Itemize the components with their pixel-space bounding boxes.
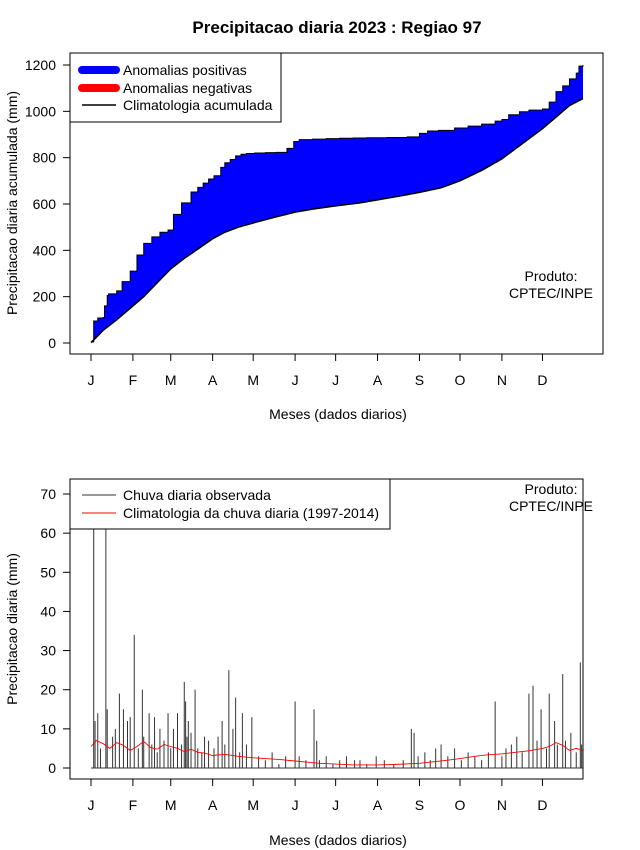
daily-x-tick-label: J bbox=[332, 797, 339, 813]
accumulated-x-label: Meses (dados diarios) bbox=[269, 406, 407, 422]
daily-y-tick-label: 50 bbox=[40, 564, 56, 580]
daily-plot-area bbox=[90, 525, 584, 769]
accumulated-y-axis: 0 200 400 600 800 1000 1200 bbox=[25, 57, 71, 351]
accumulated-x-tick-label: F bbox=[129, 372, 138, 388]
daily-y-tick-label: 0 bbox=[48, 760, 56, 776]
daily-x-label: Meses (dados diarios) bbox=[269, 832, 407, 848]
daily-x-tick-label: A bbox=[373, 797, 383, 813]
legend-label-negative: Anomalias negativas bbox=[123, 80, 252, 96]
daily-panel: 0 10 20 30 40 50 60 70 J F M A M J J A S O N D Meses (dado… bbox=[4, 478, 593, 848]
daily-annotation-line2: CPTEC/INPE bbox=[509, 498, 593, 514]
positive-anomaly-area bbox=[91, 65, 583, 343]
accumulated-y-tick-label: 600 bbox=[33, 196, 57, 212]
daily-x-tick-label: A bbox=[208, 797, 218, 813]
daily-x-tick-label: M bbox=[247, 797, 259, 813]
daily-y-axis: 0 10 20 30 40 50 60 70 bbox=[40, 486, 71, 776]
accumulated-y-tick-label: 1200 bbox=[25, 57, 56, 73]
accumulated-y-tick-label: 400 bbox=[33, 242, 57, 258]
daily-x-tick-label: S bbox=[415, 797, 424, 813]
climatology-cumulative-line bbox=[90, 97, 584, 344]
accumulated-x-tick-label: A bbox=[208, 372, 218, 388]
accumulated-x-tick-label: J bbox=[332, 372, 339, 388]
daily-legend: Chuva diaria observada Climatologia da c… bbox=[69, 478, 391, 530]
daily-y-label: Precipitacao diaria (mm) bbox=[4, 553, 20, 705]
daily-y-tick-label: 30 bbox=[40, 643, 56, 659]
daily-y-tick-label: 60 bbox=[40, 525, 56, 541]
daily-x-tick-label: N bbox=[497, 797, 507, 813]
legend-label-daily-climatology: Climatologia da chuva diaria (1997-2014) bbox=[123, 505, 379, 521]
accumulated-x-tick-label: N bbox=[497, 372, 507, 388]
legend-label-climatology: Climatologia acumulada bbox=[123, 97, 273, 113]
accumulated-annotation-line2: CPTEC/INPE bbox=[509, 285, 593, 301]
accumulated-x-tick-label: J bbox=[292, 372, 299, 388]
daily-annotation-line1: Produto: bbox=[525, 481, 578, 497]
daily-y-tick-label: 10 bbox=[40, 721, 56, 737]
accumulated-y-tick-label: 0 bbox=[48, 335, 56, 351]
accumulated-x-tick-label: J bbox=[88, 372, 95, 388]
legend-label-observed: Chuva diaria observada bbox=[123, 487, 271, 503]
daily-y-tick-label: 20 bbox=[40, 682, 56, 698]
chart-title: Precipitacao diaria 2023 : Regiao 97 bbox=[192, 18, 481, 37]
daily-x-tick-label: J bbox=[292, 797, 299, 813]
accumulated-x-tick-label: O bbox=[455, 372, 466, 388]
observed-cumulative-line bbox=[91, 65, 584, 343]
daily-x-tick-label: J bbox=[88, 797, 95, 813]
daily-legend-box bbox=[69, 478, 391, 530]
accumulated-y-tick-label: 200 bbox=[33, 289, 57, 305]
accumulated-x-tick-label: S bbox=[415, 372, 424, 388]
accumulated-panel: 0 200 400 600 800 1000 1200 J F M A M J J A S O N D Meses… bbox=[4, 52, 604, 422]
daily-y-tick-label: 40 bbox=[40, 603, 56, 619]
daily-y-tick-label: 70 bbox=[40, 486, 56, 502]
accumulated-plot-area bbox=[90, 65, 584, 344]
accumulated-x-tick-label: A bbox=[373, 372, 383, 388]
daily-x-tick-label: O bbox=[455, 797, 466, 813]
accumulated-y-tick-label: 1000 bbox=[25, 103, 56, 119]
accumulated-x-tick-label: M bbox=[247, 372, 259, 388]
daily-climatology-line bbox=[90, 740, 584, 766]
daily-x-tick-label: M bbox=[165, 797, 177, 813]
daily-x-tick-label: D bbox=[537, 797, 547, 813]
accumulated-annotation-line1: Produto: bbox=[525, 268, 578, 284]
accumulated-y-label: Precipitacao diaria acumulada (mm) bbox=[4, 91, 20, 315]
legend-label-positive: Anomalias positivas bbox=[123, 62, 247, 78]
daily-x-tick-label: F bbox=[129, 797, 138, 813]
accumulated-x-tick-label: D bbox=[537, 372, 547, 388]
accumulated-legend: Anomalias positivas Anomalias negativas … bbox=[69, 52, 282, 123]
accumulated-y-tick-label: 800 bbox=[33, 150, 57, 166]
accumulated-x-tick-label: M bbox=[165, 372, 177, 388]
